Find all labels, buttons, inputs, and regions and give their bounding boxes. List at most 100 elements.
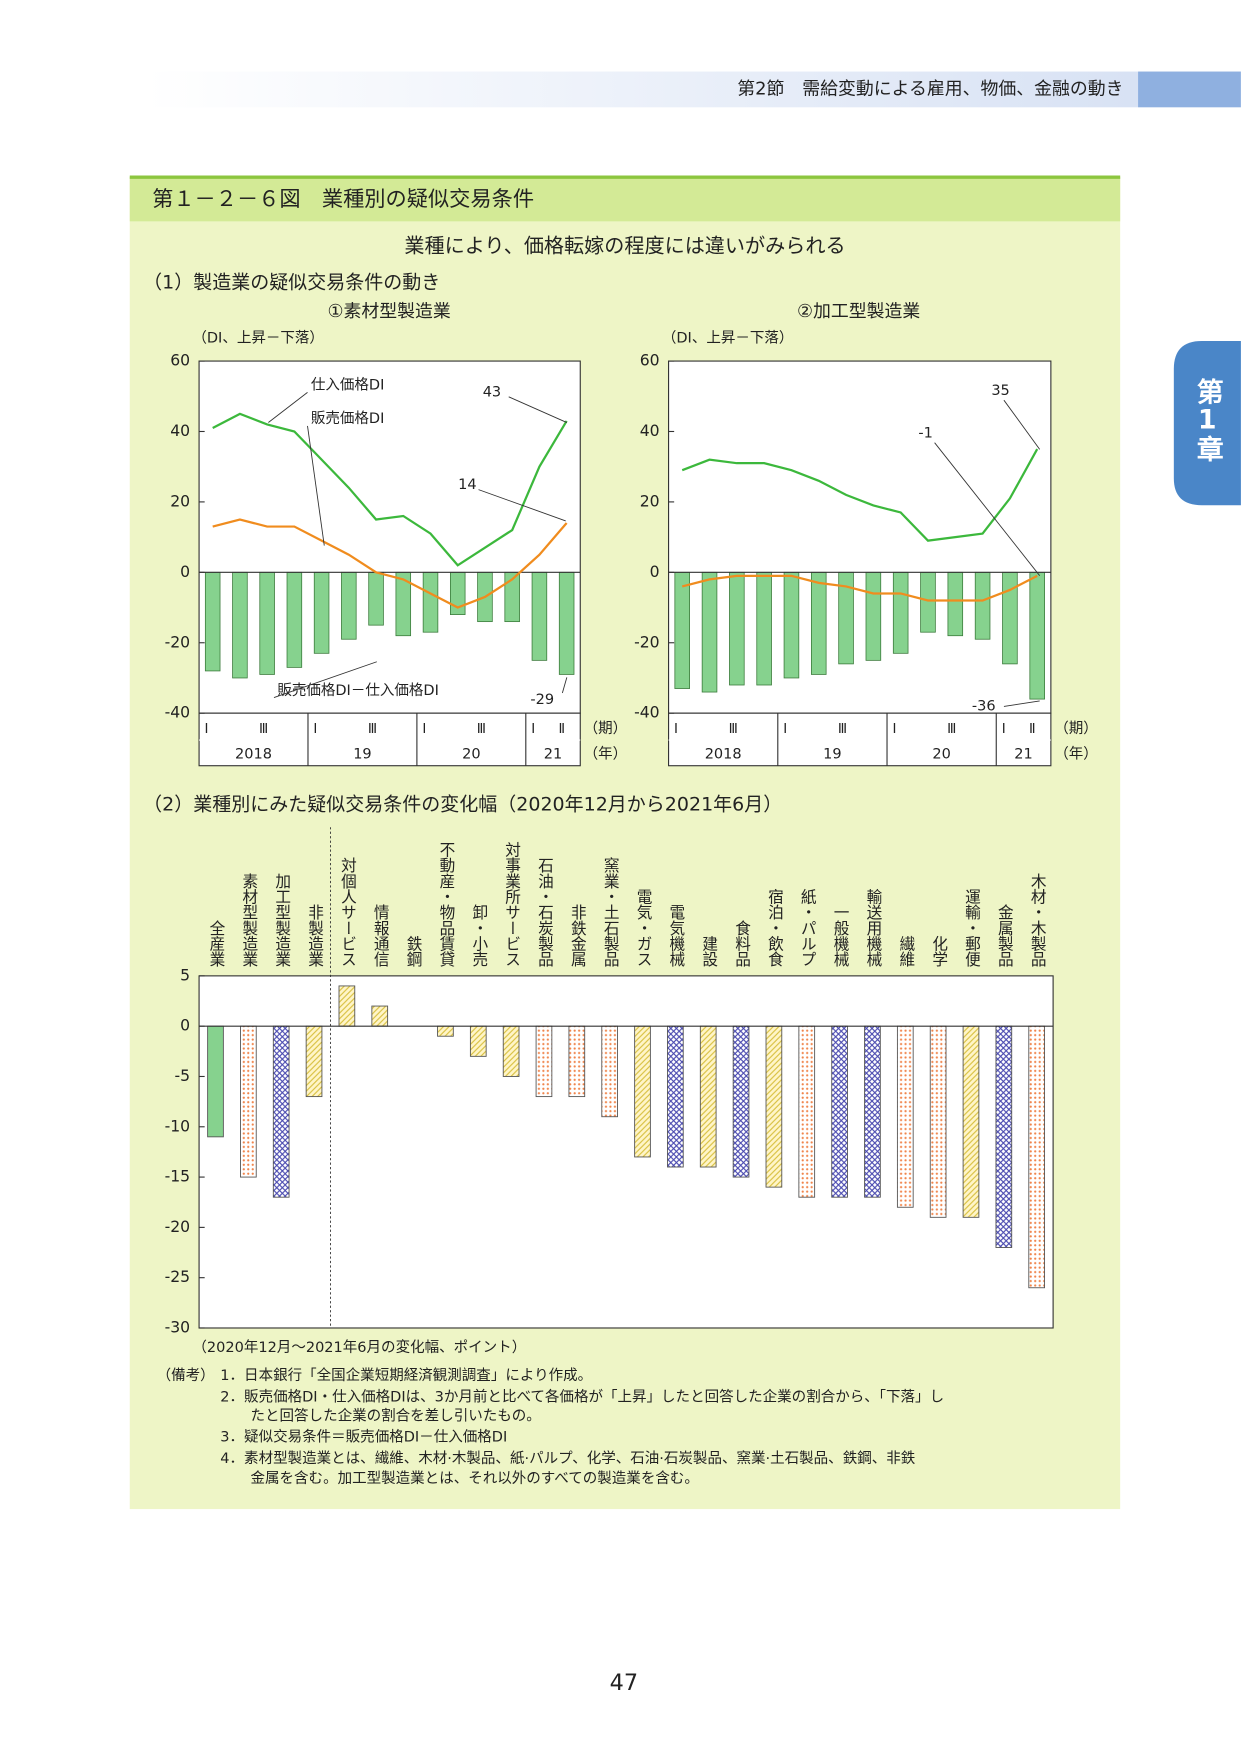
y-tick-label: 0: [650, 562, 660, 581]
bar: [469, 1025, 487, 1057]
bar: [892, 571, 909, 654]
x-tick-label: Ⅲ: [947, 722, 956, 737]
bar: [765, 1025, 783, 1188]
group-label: 2018: [235, 747, 272, 763]
bar: [1028, 1025, 1046, 1289]
note-line: 3．疑似交易条件＝販売価格DI－仕入価格DI: [220, 1428, 507, 1446]
leader-line: [1003, 399, 1041, 450]
note-line: 4．素材型製造業とは、繊維、木材·木製品、紙·パルプ、化学、石油·石炭製品、窯業…: [220, 1449, 915, 1467]
series-label: 販売価格DI－仕入価格DI: [277, 682, 439, 699]
x-unit: （期）: [584, 720, 628, 737]
y-tick-label: 60: [170, 351, 190, 370]
group-label: 19: [823, 747, 841, 763]
data-label: 14: [458, 477, 476, 493]
category-label: 宿泊・飲食: [765, 888, 784, 967]
leader-line: [1003, 700, 1040, 707]
category-label: 石油・石炭製品: [535, 857, 554, 967]
category-label: 運輸・郵便: [962, 889, 981, 968]
bar: [674, 571, 690, 689]
data-label: -1: [918, 426, 932, 442]
y-tick-label: 0: [180, 1016, 190, 1035]
x-tick-label: Ⅰ: [313, 722, 317, 737]
header-block: [1138, 71, 1241, 108]
bar: [929, 1025, 947, 1218]
data-label: -29: [530, 692, 554, 708]
bar: [437, 1025, 454, 1037]
bar: [831, 1025, 848, 1198]
bar: [634, 1025, 651, 1158]
y-tick-label: 5: [180, 965, 190, 984]
bar: [729, 571, 745, 686]
category-label: 食料品: [733, 920, 752, 967]
category-label: 窯業・土石製品: [601, 857, 620, 967]
header-bar: [145, 71, 1139, 108]
part1-title: （1）製造業の疑似交易条件の動き: [143, 271, 440, 293]
chart-title: ②加工型製造業: [797, 301, 920, 322]
x-tick-label: Ⅰ: [531, 722, 535, 737]
x-tick-label: Ⅲ: [729, 722, 738, 737]
leader-line: [268, 392, 308, 423]
figure-top-rule: [129, 175, 1121, 179]
plot-area: [198, 360, 581, 714]
bar: [232, 571, 248, 679]
bar: [207, 1025, 224, 1138]
category-label: 素材型製造業: [240, 873, 259, 967]
x-tick-label: Ⅰ: [674, 722, 678, 737]
plot-area: [198, 975, 1054, 1329]
note-line: 金属を含む。加工型製造業とは、それ以外のすべての製造業を含む。: [250, 1470, 698, 1487]
x-tick-label: Ⅲ: [838, 722, 847, 737]
bar: [535, 1025, 553, 1098]
leader-line: [478, 489, 566, 522]
y-tick-label: -30: [165, 1317, 191, 1336]
chart-title: ①素材型製造業: [327, 301, 450, 322]
bar: [259, 571, 275, 675]
line-series: [681, 448, 1039, 542]
bar: [1029, 571, 1045, 700]
y-tick-label: -15: [165, 1167, 191, 1186]
bar: [865, 571, 882, 661]
category-label: 全産業: [207, 920, 226, 967]
plot-area: [668, 360, 1052, 714]
bar: [810, 571, 827, 675]
x-unit: （期）: [1054, 720, 1098, 737]
bar: [601, 1025, 618, 1118]
y-tick-label: -20: [165, 632, 191, 651]
figure-subtitle: 業種により、価格転嫁の程度には違いがみられる: [404, 234, 845, 258]
category-label: 対個人サービス: [338, 857, 357, 967]
data-label: 43: [483, 384, 501, 400]
group-unit: （年）: [1054, 746, 1098, 763]
y-tick-label: -20: [634, 632, 660, 651]
category-label: 対事業所サービス: [503, 842, 522, 967]
category-label: 卸・小売: [470, 904, 489, 967]
chapter-tab: [1173, 340, 1241, 506]
line-series: [212, 518, 568, 609]
bar: [502, 1025, 520, 1077]
leader-line: [307, 425, 325, 546]
category-label: 鉄鋼: [404, 935, 423, 967]
y-tick-label: -5: [175, 1066, 191, 1085]
x-tick-label: Ⅲ: [368, 722, 377, 737]
note-line: 1．日本銀行「全国企業短期経済観測調査」により作成。: [220, 1366, 592, 1384]
leader-line: [934, 442, 1041, 576]
category-label: 一般機械: [831, 904, 850, 967]
bar: [558, 571, 575, 675]
bar: [947, 571, 964, 637]
x-tick-label: Ⅱ: [558, 722, 565, 737]
x-tick-label: Ⅲ: [259, 722, 268, 737]
bar: [756, 571, 772, 686]
bar: [864, 1025, 881, 1198]
notes-label: （備考）: [157, 1367, 215, 1384]
bar: [995, 1025, 1013, 1248]
bar: [896, 1025, 914, 1208]
group-label: 21: [1014, 747, 1032, 763]
section-title: 第2節 需給変動による雇用、物価、金融の動き: [737, 78, 1123, 99]
category-label: 紙・パルプ: [798, 888, 817, 966]
y-tick-label: 20: [640, 491, 660, 510]
bar: [667, 1025, 684, 1168]
leader-line: [561, 677, 568, 694]
bar: [341, 571, 357, 640]
bar: [974, 571, 991, 640]
category-label: 不動産・物品賃貸: [437, 842, 456, 967]
group-label: 20: [932, 747, 950, 763]
x-axis-label: （2020年12月～2021年6月の変化幅、ポイント）: [192, 1339, 526, 1356]
